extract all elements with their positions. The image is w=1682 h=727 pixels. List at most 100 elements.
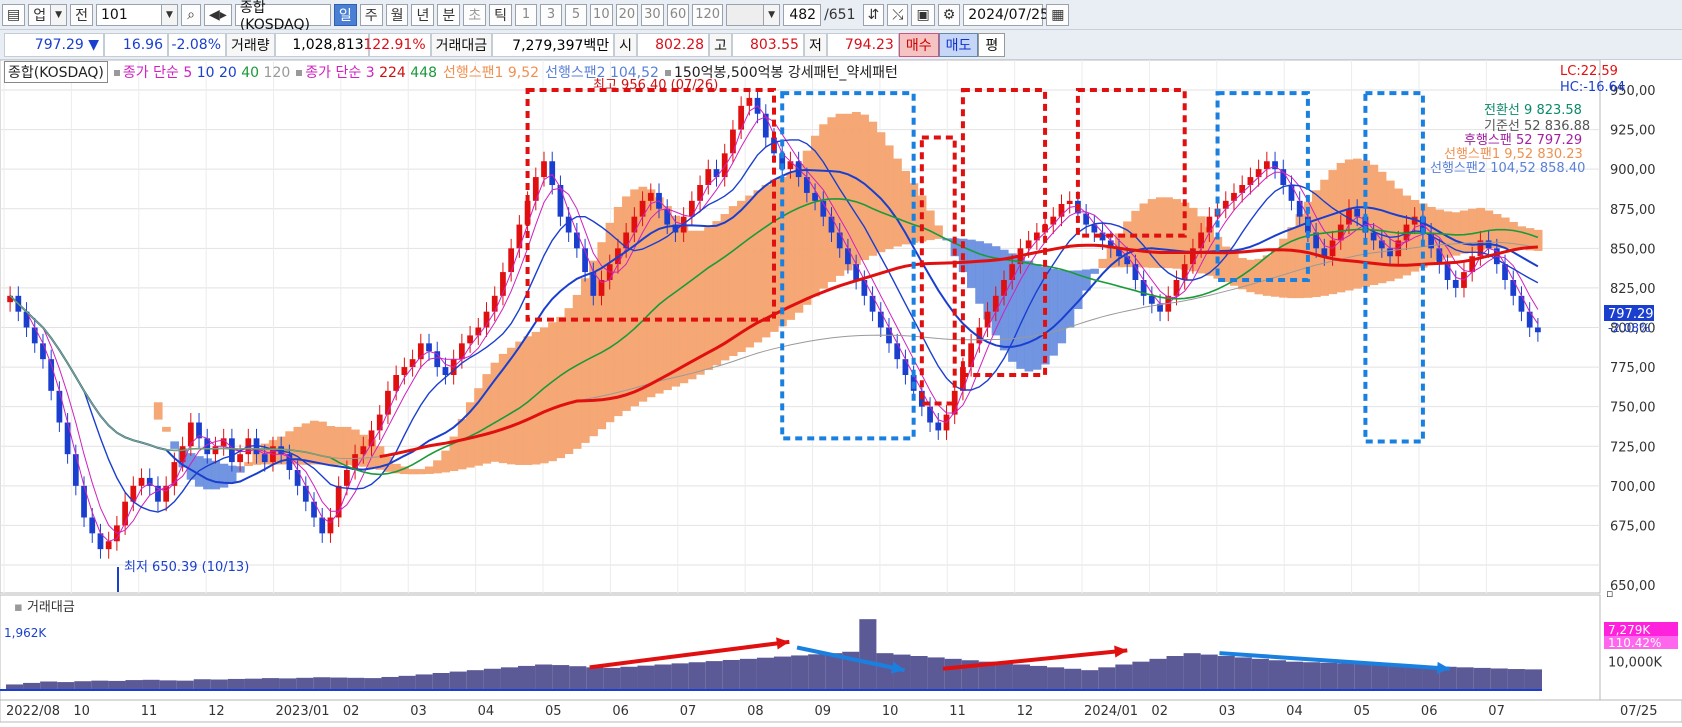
pane-collapse-icon[interactable]: ▫ <box>1606 587 1613 600</box>
cloud-segment <box>523 336 533 465</box>
candle-body <box>927 406 933 423</box>
period-day-button[interactable]: 일 <box>333 3 357 26</box>
volume-bar <box>756 657 774 690</box>
candle-body <box>261 454 268 463</box>
x-tick-label: 09 <box>815 704 832 719</box>
cloud-segment <box>1155 197 1165 268</box>
interval-3-button[interactable]: 3 <box>540 3 563 26</box>
volume-bar <box>1268 660 1286 690</box>
volume-bar <box>910 656 928 690</box>
period-week-button[interactable]: 주 <box>359 3 383 26</box>
cloud-segment <box>1320 179 1329 296</box>
cloud-segment <box>1098 258 1108 269</box>
candle-body <box>1099 232 1106 241</box>
candle-body <box>631 216 638 233</box>
candle-body <box>1083 213 1090 225</box>
interval-60-button[interactable]: 60 <box>666 3 690 26</box>
period-year-button[interactable]: 년 <box>411 3 435 26</box>
volume-first-label: 1,962K <box>4 626 47 640</box>
chevron-down-icon[interactable]: ▼ <box>162 3 179 26</box>
ma2-legend[interactable]: 종가 단순 3 224 448 <box>296 62 437 82</box>
ma120-line <box>9 241 1538 460</box>
candle-body <box>853 264 860 280</box>
candle-body <box>352 454 358 470</box>
y-tick-label: 775,00 <box>1610 361 1656 376</box>
period-month-button[interactable]: 월 <box>385 3 409 26</box>
candle-body <box>1009 264 1016 280</box>
volume-bar <box>347 677 365 690</box>
prev-button[interactable]: 전 <box>70 3 94 26</box>
chevron-down-icon[interactable]: ▼ <box>764 3 781 26</box>
save-icon[interactable]: ▣ <box>911 3 935 26</box>
cloud-segment <box>1533 229 1543 251</box>
cloud-segment <box>556 316 566 459</box>
average-button[interactable]: 평 <box>978 32 1006 57</box>
candle-body <box>902 359 909 375</box>
sound-icon[interactable]: ◀▸ <box>204 3 232 26</box>
custom-interval-input[interactable] <box>726 3 765 26</box>
candle-body <box>122 501 128 526</box>
candle-body <box>1452 280 1459 288</box>
volume-bar <box>1456 667 1474 690</box>
leading-span2-label: 선행스팬2 104,52 858.40 <box>1430 160 1585 176</box>
code-select[interactable]: 101 ▼ <box>96 3 179 26</box>
candle-body <box>385 390 391 415</box>
volume-bar <box>535 664 553 690</box>
candle-body <box>7 295 13 303</box>
span2-legend[interactable]: 선행스팬2 104,52 <box>545 65 659 81</box>
candle-body <box>344 470 350 486</box>
interval-30-button[interactable]: 30 <box>641 3 664 26</box>
interval-10-button[interactable]: 10 <box>590 3 613 26</box>
candle-body <box>976 327 983 344</box>
span1-legend[interactable]: 선행스팬1 9,52 <box>443 65 540 81</box>
pattern-legend[interactable]: 150억봉,500억봉 강세패턴_약세패턴 <box>664 62 898 82</box>
candle-body <box>1148 295 1155 304</box>
cloud-segment <box>170 441 179 449</box>
cloud-segment <box>465 402 475 468</box>
interval-20-button[interactable]: 20 <box>615 3 639 26</box>
candle-body <box>1263 161 1270 170</box>
custom-interval-select[interactable]: ▼ <box>726 3 781 26</box>
price-chart[interactable]: 950,00 925,00 900,00 875,00 850,00 825,00 800,… <box>0 60 1682 727</box>
calendar-icon[interactable]: ▦ <box>1046 3 1070 26</box>
volume-trend-arrowhead <box>1114 645 1128 658</box>
gear-icon[interactable]: ⚙ <box>937 3 961 26</box>
volume-bar <box>620 666 638 690</box>
drawing-icon[interactable]: ⤯ <box>887 3 909 26</box>
period-tick-button[interactable]: 틱 <box>489 3 513 26</box>
main-series-label[interactable]: 종합(KOSDAQ) <box>4 61 108 83</box>
type-label[interactable]: 업 <box>28 3 52 26</box>
interval-5-button[interactable]: 5 <box>565 3 588 26</box>
sell-button[interactable]: 매도 <box>938 32 979 57</box>
cloud-segment <box>1459 210 1469 254</box>
cloud-segment <box>1008 253 1017 362</box>
period-second-button[interactable]: 초 <box>463 3 487 26</box>
code-input[interactable]: 101 <box>96 3 163 26</box>
volume-bar <box>1047 667 1065 690</box>
indicator-icon[interactable]: ⇵ <box>862 3 885 26</box>
cloud-segment <box>1040 266 1050 365</box>
bullish-pattern-box <box>919 135 957 406</box>
candle-body <box>746 97 753 106</box>
volume-bar <box>1234 657 1252 690</box>
candle-body <box>253 438 260 455</box>
candle-body <box>393 375 400 391</box>
interval-120-button[interactable]: 120 <box>692 3 724 26</box>
candle-body <box>72 454 79 486</box>
type-select[interactable]: 업 ▼ <box>28 3 68 26</box>
candle-body <box>730 129 736 154</box>
period-minute-button[interactable]: 분 <box>437 3 461 26</box>
date-input[interactable]: 2024/07/25 <box>963 3 1049 26</box>
count-input[interactable]: 482 <box>783 3 822 26</box>
chevron-down-icon[interactable]: ▼ <box>51 3 68 26</box>
chart-menu-icon[interactable]: ▤ <box>2 3 26 26</box>
candle-body <box>935 422 942 431</box>
lagging-span-label: 후행스팬 52 797.29 <box>1464 132 1582 148</box>
ma-legend[interactable]: 종가 단순 5 10 20 40 120 <box>113 62 290 82</box>
candle-body <box>1518 295 1525 312</box>
cloud-segment <box>342 426 352 466</box>
cloud-segment <box>975 241 984 304</box>
search-icon[interactable]: ⌕ <box>181 3 202 26</box>
buy-button[interactable]: 매수 <box>898 32 939 57</box>
interval-1-button[interactable]: 1 <box>515 3 538 26</box>
